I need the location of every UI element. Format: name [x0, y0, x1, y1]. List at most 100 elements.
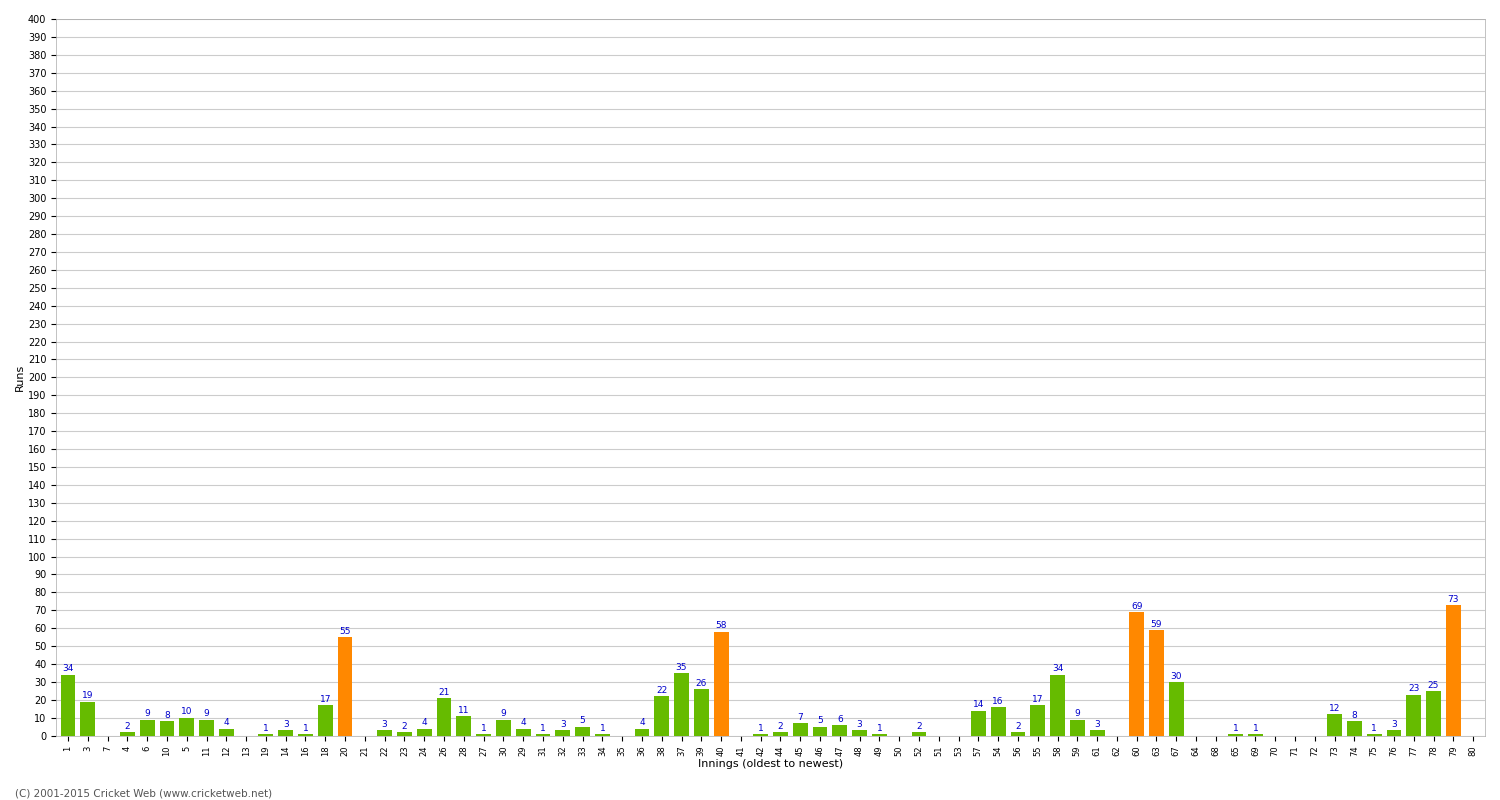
Text: 11: 11: [458, 706, 470, 714]
Text: 34: 34: [63, 664, 74, 674]
Text: 30: 30: [1170, 671, 1182, 681]
Bar: [436, 698, 451, 736]
Text: 73: 73: [1448, 594, 1460, 603]
Bar: [1050, 675, 1065, 736]
Text: 2: 2: [916, 722, 922, 730]
Bar: [536, 734, 550, 736]
Text: 9: 9: [501, 709, 507, 718]
Text: 10: 10: [182, 707, 192, 716]
Text: 7: 7: [798, 713, 802, 722]
Text: 8: 8: [1352, 711, 1358, 720]
Bar: [1347, 722, 1362, 736]
Bar: [1366, 734, 1382, 736]
Text: 59: 59: [1150, 619, 1162, 629]
Bar: [516, 729, 531, 736]
Text: 34: 34: [1052, 664, 1064, 674]
Bar: [596, 734, 610, 736]
Text: 58: 58: [716, 622, 728, 630]
Bar: [634, 729, 650, 736]
Text: 3: 3: [284, 720, 288, 729]
Bar: [476, 734, 490, 736]
Text: 1: 1: [1252, 723, 1258, 733]
Text: 2: 2: [777, 722, 783, 730]
Bar: [970, 710, 986, 736]
Bar: [871, 734, 886, 736]
Bar: [60, 675, 75, 736]
Bar: [1248, 734, 1263, 736]
Bar: [258, 734, 273, 736]
Text: 17: 17: [320, 695, 332, 704]
Text: 4: 4: [520, 718, 526, 727]
Bar: [200, 720, 214, 736]
Text: 8: 8: [164, 711, 170, 720]
Text: 3: 3: [560, 720, 566, 729]
Text: 6: 6: [837, 714, 843, 723]
Text: 5: 5: [818, 716, 824, 726]
Bar: [1070, 720, 1084, 736]
Text: 69: 69: [1131, 602, 1143, 610]
Bar: [1011, 732, 1026, 736]
Bar: [1168, 682, 1184, 736]
Bar: [159, 722, 174, 736]
Bar: [1446, 605, 1461, 736]
Bar: [772, 732, 788, 736]
Text: 4: 4: [422, 718, 428, 727]
Bar: [180, 718, 194, 736]
Text: 12: 12: [1329, 704, 1341, 713]
Text: 2: 2: [402, 722, 408, 730]
Text: 1: 1: [600, 723, 604, 733]
Text: 23: 23: [1408, 684, 1419, 693]
Bar: [376, 730, 392, 736]
Bar: [852, 730, 867, 736]
Text: 5: 5: [579, 716, 585, 726]
Bar: [1149, 630, 1164, 736]
Bar: [1426, 691, 1442, 736]
Bar: [990, 707, 1005, 736]
Text: 2: 2: [124, 722, 130, 730]
Bar: [120, 732, 135, 736]
Text: 1: 1: [303, 723, 309, 733]
Text: 1: 1: [262, 723, 268, 733]
Text: 14: 14: [972, 700, 984, 710]
Bar: [794, 723, 807, 736]
Bar: [338, 637, 352, 736]
Bar: [279, 730, 292, 736]
Text: 3: 3: [1094, 720, 1100, 729]
Bar: [694, 689, 708, 736]
Text: 4: 4: [639, 718, 645, 727]
Bar: [674, 673, 688, 736]
Bar: [1407, 694, 1420, 736]
Text: 9: 9: [144, 709, 150, 718]
Bar: [298, 734, 314, 736]
Bar: [456, 716, 471, 736]
Bar: [654, 696, 669, 736]
Text: 1: 1: [540, 723, 546, 733]
Bar: [1030, 706, 1045, 736]
Bar: [912, 732, 927, 736]
Bar: [555, 730, 570, 736]
Text: 1: 1: [876, 723, 882, 733]
Bar: [219, 729, 234, 736]
Text: 4: 4: [224, 718, 230, 727]
Bar: [496, 720, 512, 736]
Text: 3: 3: [856, 720, 862, 729]
Text: 1: 1: [758, 723, 764, 733]
Text: 9: 9: [1074, 709, 1080, 718]
Text: 2: 2: [1016, 722, 1022, 730]
Text: 26: 26: [696, 678, 706, 688]
Text: 1: 1: [1233, 723, 1239, 733]
Text: 22: 22: [656, 686, 668, 695]
Text: (C) 2001-2015 Cricket Web (www.cricketweb.net): (C) 2001-2015 Cricket Web (www.cricketwe…: [15, 788, 272, 798]
X-axis label: Innings (oldest to newest): Innings (oldest to newest): [698, 759, 843, 769]
Bar: [1089, 730, 1104, 736]
Bar: [417, 729, 432, 736]
Text: 16: 16: [993, 697, 1004, 706]
Text: 3: 3: [1390, 720, 1396, 729]
Text: 17: 17: [1032, 695, 1044, 704]
Text: 55: 55: [339, 626, 351, 636]
Bar: [714, 632, 729, 736]
Text: 35: 35: [676, 662, 687, 672]
Text: 1: 1: [1371, 723, 1377, 733]
Y-axis label: Runs: Runs: [15, 364, 26, 391]
Bar: [140, 720, 154, 736]
